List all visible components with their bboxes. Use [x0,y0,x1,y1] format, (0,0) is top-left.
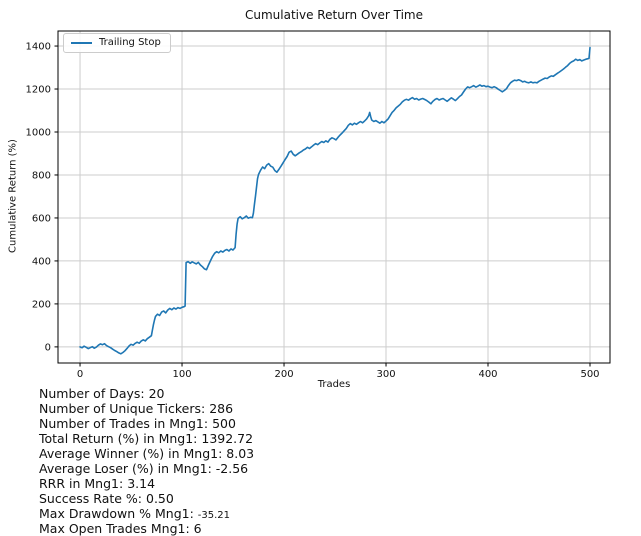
tick-marks [54,45,591,367]
y-tick-label: 800 [32,170,51,181]
stat-line: Number of Days: 20 [39,386,254,401]
stat-line: Success Rate %: 0.50 [39,491,254,506]
stat-value: 6 [193,521,202,536]
stat-label: Max Drawdown % Mng1: [39,506,198,521]
stat-label: Average Loser (%) in Mng1: [39,461,216,476]
y-tick-label: 600 [32,213,51,224]
stat-label: Total Return (%) in Mng1: [39,431,202,446]
stat-value: 20 [148,386,165,401]
stat-line: Average Winner (%) in Mng1: 8.03 [39,446,254,461]
stat-line: Average Loser (%) in Mng1: -2.56 [39,461,254,476]
stat-value: 1392.72 [201,431,254,446]
series-line-trailing-stop [79,46,591,355]
legend-line-sample-icon [71,42,92,44]
x-tick-label: 300 [376,369,395,380]
stat-line: Number of Trades in Mng1: 500 [39,416,254,431]
stat-label: Number of Trades in Mng1: [39,416,213,431]
stat-line: Max Open Trades Mng1: 6 [39,521,254,536]
stat-label: Success Rate %: [39,491,146,506]
legend: Trailing Stop [63,33,171,53]
stat-value: 500 [212,416,236,431]
y-tick-label: 1200 [26,85,51,96]
stat-line: Total Return (%) in Mng1: 1392.72 [39,431,254,446]
x-tick-label: 400 [478,369,497,380]
y-tick-label: 200 [32,299,51,310]
legend-series-label: Trailing Stop [99,37,161,48]
stat-label: Number of Unique Tickers: [39,401,210,416]
x-tick-label: 100 [172,369,191,380]
stat-line: Number of Unique Tickers: 286 [39,401,254,416]
y-axis-label: Cumulative Return (%) [7,139,19,253]
stat-label: Average Winner (%) in Mng1: [39,446,227,461]
y-tick-label: 1400 [26,42,51,53]
stat-label: RRR in Mng1: [39,476,128,491]
stat-label: Max Open Trades Mng1: [39,521,194,536]
stat-value: 0.50 [146,491,174,506]
plot-border [57,30,611,364]
stat-label: Number of Days: [39,386,149,401]
x-axis-label: Trades [317,379,351,390]
cumulative-return-chart: 0 100 200 300 400 500 0 200 400 600 800 1000 1200 140… [26,30,611,380]
chart-title: Cumulative Return Over Time [245,8,423,22]
x-tick-label: 0 [77,369,83,380]
stat-line: RRR in Mng1: 3.14 [39,476,254,491]
stats-block: Number of Days: 20 Number of Unique Ticke… [39,386,254,536]
stat-value: -2.56 [215,461,249,476]
x-tick-label: 500 [580,369,599,380]
stat-value: 3.14 [127,476,156,491]
chart-figure: 0 100 200 300 400 500 0 200 400 600 800 1000 1200 140… [7,8,611,390]
y-tick-label: 1000 [26,127,51,138]
gridlines [58,31,610,363]
stat-value: 8.03 [226,446,255,461]
y-tick-label: 0 [45,342,51,353]
x-tick-label: 200 [274,369,293,380]
stat-value: -35.21 [197,510,231,521]
tick-labels: 0 100 200 300 400 500 0 200 400 600 800 1000 1200 140… [26,42,600,380]
y-tick-label: 400 [32,256,51,267]
stat-line: Max Drawdown % Mng1: -35.21 [39,506,254,521]
stat-value: 286 [209,401,234,416]
